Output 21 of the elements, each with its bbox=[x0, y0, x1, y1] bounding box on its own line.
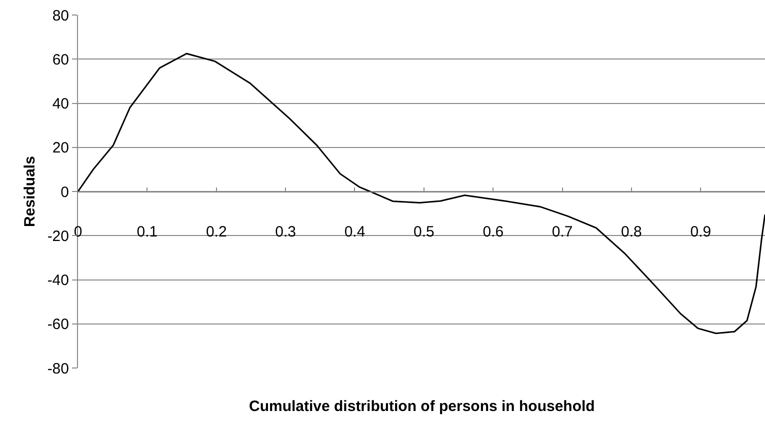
y-tick-label: 20 bbox=[52, 140, 69, 157]
x-axis-title: Cumulative distribution of persons in household bbox=[249, 398, 595, 415]
x-tick-label: 0 bbox=[74, 224, 82, 240]
x-tick-label: 0.1 bbox=[136, 224, 158, 240]
y-tick-label: -20 bbox=[47, 228, 69, 245]
x-tick-label: 0.9 bbox=[690, 224, 712, 240]
x-tick-label: 0.6 bbox=[482, 224, 504, 240]
y-tick-label: 60 bbox=[52, 51, 69, 68]
x-tick-label: 0.8 bbox=[621, 224, 642, 240]
y-tick-label: -40 bbox=[47, 272, 69, 289]
y-tick-label: 40 bbox=[52, 96, 69, 112]
x-tick-label: 0.4 bbox=[344, 224, 366, 240]
x-tick-label: 0.2 bbox=[206, 224, 227, 240]
y-tick-label: -60 bbox=[47, 316, 69, 334]
y-tick-label: 0 bbox=[60, 184, 69, 201]
x-tick-label: 0.5 bbox=[413, 224, 434, 240]
y-axis-title: Residuals bbox=[22, 156, 39, 227]
x-tick-label: 0.3 bbox=[275, 224, 296, 240]
y-tick-label: -80 bbox=[47, 360, 69, 378]
x-tick-label: 0.7 bbox=[552, 224, 573, 240]
y-tick-label: 80 bbox=[52, 7, 69, 24]
